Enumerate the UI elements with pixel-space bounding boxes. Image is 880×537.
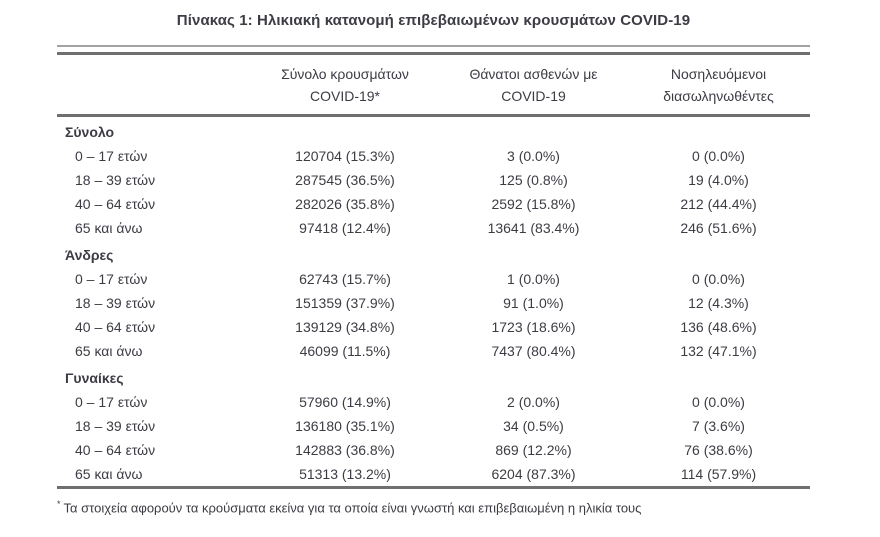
- table-row: 18 – 39 ετών 136180 (35.1%) 34 (0.5%) 7 (3.…: [57, 414, 810, 438]
- intubated-cell: 246 (51.6%): [680, 220, 757, 236]
- deaths-cell: 1 (0.0%): [507, 271, 560, 287]
- deaths-cell: 3 (0.0%): [507, 148, 560, 164]
- deaths-cell: 7437 (80.4%): [491, 343, 576, 359]
- footnote: * Τα στοιχεία αφορούν τα κρούσματα εκείνα…: [57, 496, 810, 516]
- intubated-cell: 7 (3.6%): [692, 418, 745, 434]
- table-row: 40 – 64 ετών 142883 (36.8%) 869 (12.2%) 76 …: [57, 438, 810, 462]
- intubated-cell: 132 (47.1%): [680, 343, 757, 359]
- table-row: 65 και άνω 51313 (13.2%) 6204 (87.3%) 114 (…: [57, 462, 810, 488]
- cases-cell: 142883 (36.8%): [295, 442, 395, 458]
- age-cell: 65 και άνω: [75, 220, 143, 236]
- deaths-cell: 13641 (83.4%): [487, 220, 580, 236]
- table-row: 18 – 39 ετών 287545 (36.5%) 125 (0.8%) 19 (…: [57, 168, 810, 192]
- table-row: 65 και άνω 97418 (12.4%) 13641 (83.4%) 246 …: [57, 216, 810, 240]
- col-header-intubated: Νοσηλευόμενοι διασωληνωθέντες: [627, 53, 810, 117]
- col-header-intubated-line1: Νοσηλευόμενοι: [670, 66, 767, 82]
- intubated-cell: 19 (4.0%): [688, 172, 749, 188]
- col-header-deaths-line1: Θάνατοι ασθενών με: [469, 66, 598, 82]
- table-row: 0 – 17 ετών 62743 (15.7%) 1 (0.0%) 0 (0.0%): [57, 267, 810, 291]
- table-row: 0 – 17 ετών 120704 (15.3%) 3 (0.0%) 0 (0.0%…: [57, 144, 810, 168]
- age-cell: 18 – 39 ετών: [75, 172, 156, 188]
- deaths-cell: 869 (12.2%): [495, 442, 572, 458]
- group-header-row: Άνδρες: [57, 240, 810, 267]
- cases-cell: 139129 (34.8%): [295, 319, 395, 335]
- age-cell: 18 – 39 ετών: [75, 295, 156, 311]
- intubated-cell: 76 (38.6%): [684, 442, 753, 458]
- deaths-cell: 91 (1.0%): [503, 295, 564, 311]
- col-header-intubated-line2: διασωληνωθέντες: [663, 88, 774, 104]
- deaths-cell: 125 (0.8%): [499, 172, 568, 188]
- table-row: 0 – 17 ετών 57960 (14.9%) 2 (0.0%) 0 (0.0%): [57, 390, 810, 414]
- age-cell: 0 – 17 ετών: [75, 148, 148, 164]
- footnote-text: Τα στοιχεία αφορούν τα κρούσματα εκείνα …: [63, 500, 642, 516]
- group-header-row: Γυναίκες: [57, 363, 810, 390]
- intubated-cell: 0 (0.0%): [692, 148, 745, 164]
- age-cell: 0 – 17 ετών: [75, 394, 148, 410]
- table-row: 18 – 39 ετών 151359 (37.9%) 91 (1.0%) 12 (4…: [57, 291, 810, 315]
- age-cell: 40 – 64 ετών: [75, 196, 156, 212]
- age-cell: 18 – 39 ετών: [75, 418, 156, 434]
- age-cell: 65 και άνω: [75, 466, 143, 482]
- footnote-marker: *: [57, 499, 61, 509]
- age-cell: 65 και άνω: [75, 343, 143, 359]
- age-cell: 0 – 17 ετών: [75, 271, 148, 287]
- intubated-cell: 0 (0.0%): [692, 394, 745, 410]
- cases-cell: 120704 (15.3%): [295, 148, 395, 164]
- intubated-cell: 114 (57.9%): [680, 466, 757, 482]
- cases-cell: 136180 (35.1%): [295, 418, 395, 434]
- cases-cell: 62743 (15.7%): [299, 271, 391, 287]
- report-page: Πίνακας 1: Ηλικιακή κατανομή επιβεβαιωμέ…: [57, 12, 810, 516]
- group-label: Γυναίκες: [65, 370, 124, 386]
- cases-cell: 151359 (37.9%): [295, 295, 395, 311]
- age-cell: 40 – 64 ετών: [75, 442, 156, 458]
- header-row: Σύνολο κρουσμάτων COVID-19* Θάνατοι ασθε…: [57, 53, 810, 117]
- table-row: 40 – 64 ετών 139129 (34.8%) 1723 (18.6%) 13…: [57, 315, 810, 339]
- group-header-row: Σύνολο: [57, 116, 810, 145]
- col-header-cases-line2: COVID-19*: [309, 88, 381, 104]
- covid-age-table: Σύνολο κρουσμάτων COVID-19* Θάνατοι ασθε…: [57, 45, 810, 489]
- table-row: 65 και άνω 46099 (11.5%) 7437 (80.4%) 132 (…: [57, 339, 810, 363]
- col-header-deaths-line2: COVID-19: [501, 88, 566, 104]
- intubated-cell: 0 (0.0%): [692, 271, 745, 287]
- deaths-cell: 6204 (87.3%): [491, 466, 576, 482]
- deaths-cell: 1723 (18.6%): [491, 319, 576, 335]
- group-label: Άνδρες: [65, 247, 114, 263]
- table-title: Πίνακας 1: Ηλικιακή κατανομή επιβεβαιωμέ…: [176, 12, 691, 29]
- intubated-cell: 212 (44.4%): [680, 196, 757, 212]
- cases-cell: 51313 (13.2%): [299, 466, 391, 482]
- deaths-cell: 34 (0.5%): [503, 418, 564, 434]
- col-header-cases-line1: Σύνολο κρουσμάτων: [281, 66, 409, 82]
- col-header-age-empty: [57, 53, 250, 117]
- cases-cell: 46099 (11.5%): [299, 343, 391, 359]
- col-header-deaths: Θάνατοι ασθενών με COVID-19: [440, 53, 627, 117]
- age-cell: 40 – 64 ετών: [75, 319, 156, 335]
- col-header-cases: Σύνολο κρουσμάτων COVID-19*: [250, 53, 440, 117]
- cases-cell: 57960 (14.9%): [299, 394, 391, 410]
- covid-age-table-grid: Σύνολο κρουσμάτων COVID-19* Θάνατοι ασθε…: [57, 52, 810, 489]
- group-label: Σύνολο: [65, 124, 115, 140]
- intubated-cell: 136 (48.6%): [680, 319, 757, 335]
- intubated-cell: 12 (4.3%): [688, 295, 749, 311]
- deaths-cell: 2592 (15.8%): [491, 196, 576, 212]
- deaths-cell: 2 (0.0%): [507, 394, 560, 410]
- cases-cell: 97418 (12.4%): [299, 220, 391, 236]
- table-row: 40 – 64 ετών 282026 (35.8%) 2592 (15.8%) 21…: [57, 192, 810, 216]
- table-body: Σύνολο 0 – 17 ετών 120704 (15.3%) 3 (0.0%) 0…: [57, 116, 810, 488]
- cases-cell: 282026 (35.8%): [295, 196, 395, 212]
- cases-cell: 287545 (36.5%): [295, 172, 395, 188]
